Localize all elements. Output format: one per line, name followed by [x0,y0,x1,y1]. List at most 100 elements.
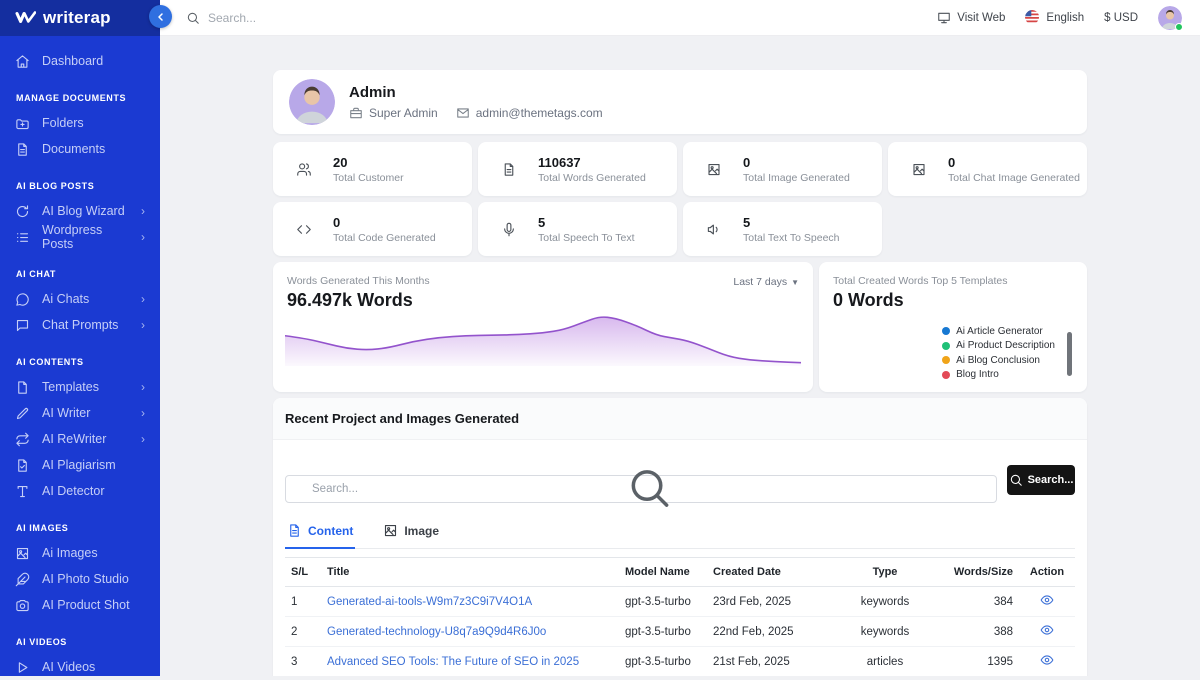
stat-label: Total Speech To Text [538,231,635,244]
sidebar-section-header: AI BLOG POSTS [16,181,95,191]
sidebar-section-header: AI VIDEOS [16,637,67,647]
chevron-right-icon: › [141,406,145,420]
stat-value: 0 [333,214,341,230]
view-icon[interactable] [1040,653,1054,667]
topbar-search [186,10,937,25]
sidebar-nav: Dashboard MANAGE DOCUMENTS Folders Docum… [0,36,160,680]
sidebar-item-label: AI Blog Wizard [42,204,125,218]
view-icon[interactable] [1040,623,1054,637]
stats-grid: 20 Total Customer 110637 Total Words Gen… [273,142,1087,256]
sidebar-item[interactable]: Chat Prompts › [0,312,160,338]
sidebar-item[interactable]: AI Blog Wizard › [0,198,160,224]
legend-dot [942,356,951,364]
project-title-link[interactable]: Generated-technology-U8q7a9Q9d4R6J0o [327,625,547,638]
stat-label: Total Image Generated [743,171,850,184]
sidebar-item[interactable]: Folders [0,110,160,136]
row-serial: 3 [285,646,321,676]
sidebar-collapse-button[interactable] [149,5,172,28]
table-row: 2 Generated-technology-U8q7a9Q9d4R6J0o g… [285,616,1075,647]
column-header: Title [321,557,619,587]
legend-item: Ai Product Description [942,340,1055,351]
brand-name: writerap [43,8,111,27]
admin-role: Super Admin [349,106,438,120]
stat-value: 20 [333,154,348,170]
top-templates-chart-card: Total Created Words Top 5 Templates 0 Wo… [819,262,1087,392]
topbar-search-input[interactable] [208,10,508,25]
sidebar-item-label: AI Writer [42,406,91,420]
visit-web-link[interactable]: Visit Web [937,11,1005,25]
sidebar-item[interactable]: AI ReWriter › [0,426,160,452]
sidebar-item[interactable]: AI Detector [0,478,160,504]
sidebar: writerap Dashboard MANAGE DOCUMENTS Fold… [0,0,160,676]
stat-value: 0 [743,154,751,170]
sidebar-section-header: MANAGE DOCUMENTS [16,93,127,103]
chevron-left-icon [157,12,163,21]
file-text-icon [499,162,519,177]
legend-item: Ai Article Generator [942,326,1055,337]
users-icon [294,162,314,177]
brand-mark-icon [15,11,36,23]
sidebar-item-label: AI Videos [42,660,96,674]
stat-label: Total Text To Speech [743,231,840,244]
date-range-dropdown[interactable]: Last 7 days ▼ [733,276,799,288]
user-avatar[interactable] [1158,5,1183,31]
sidebar-item[interactable]: Documents [0,136,160,162]
legend-dot [942,341,951,350]
project-title-link[interactable]: Generated-ai-tools-W9m7z3C9i7V4O1A [327,595,533,608]
charts-row: Words Generated This Months 96.497k Word… [273,262,1087,392]
home-icon [15,54,30,69]
stat-value: 5 [538,214,546,230]
stat-card: 20 Total Customer [273,142,472,196]
pen-icon [15,406,30,421]
file-text-icon [15,142,30,157]
table-row: 3 Advanced SEO Tools: The Future of SEO … [285,646,1075,676]
column-header: Type [825,557,945,587]
sidebar-item[interactable]: AI Photo Studio [0,566,160,592]
sidebar-item[interactable]: Templates › [0,374,160,400]
stat-label: Total Code Generated [333,231,436,244]
image-icon [383,523,398,538]
folder-plus-icon [15,116,30,131]
sidebar-item[interactable]: AI Writer › [0,400,160,426]
sidebar-item[interactable]: Wordpress Posts › [0,223,160,251]
sidebar-item[interactable]: AI Product Shot [0,592,160,618]
currency-selector[interactable]: $ USD [1104,11,1138,24]
sidebar-item[interactable]: AI Plagiarism [0,452,160,478]
search-button[interactable]: Search... [1007,464,1075,495]
chevron-down-icon: ▼ [791,277,799,287]
refresh-icon [15,204,30,219]
search-icon [285,456,669,507]
tab[interactable]: Image [381,515,441,549]
sidebar-item-label: Templates [42,380,99,394]
repeat-icon [15,432,30,447]
legend-scrollbar[interactable] [1067,332,1072,376]
stat-label: Total Chat Image Generated [948,171,1080,184]
search-icon [186,11,200,25]
sidebar-item[interactable]: AI Videos [0,654,160,680]
legend-dot [942,370,951,379]
project-title-link[interactable]: Advanced SEO Tools: The Future of SEO in… [327,655,580,668]
logo[interactable]: writerap [0,0,160,36]
tab[interactable]: Content [285,515,356,549]
row-model: gpt-3.5-turbo [619,616,707,647]
language-selector[interactable]: English [1025,10,1084,25]
sidebar-item-label: Ai Images [42,546,98,560]
chevron-right-icon: › [141,292,145,306]
sidebar-item-label: Folders [42,116,84,130]
camera-icon [15,598,30,613]
image-icon [15,546,30,561]
sidebar-item-label: Ai Chats [42,292,90,306]
sidebar-item[interactable]: Ai Images [0,540,160,566]
online-status-badge [1175,22,1183,31]
view-icon[interactable] [1040,593,1054,607]
legend-item: Ai Blog Conclusion [942,355,1055,366]
sidebar-item[interactable]: Dashboard [0,48,160,74]
chart-headline: 96.497k Words [287,290,413,310]
sidebar-item-label: Wordpress Posts [42,223,103,251]
column-header: S/L [285,557,321,587]
legend-label: Ai Blog Conclusion [956,354,1040,366]
row-serial: 2 [285,616,321,647]
sidebar-item[interactable]: Ai Chats › [0,286,160,312]
row-words: 1395 [945,646,1019,676]
stat-value: 5 [743,214,751,230]
